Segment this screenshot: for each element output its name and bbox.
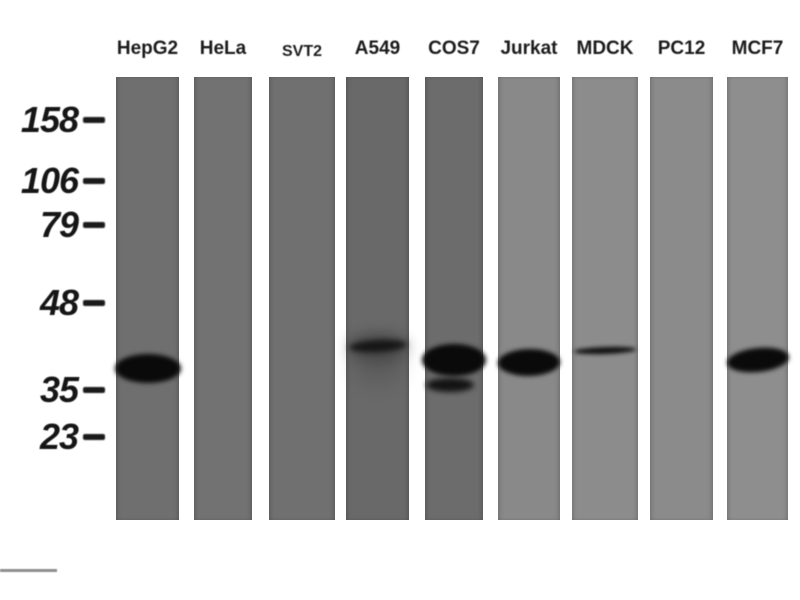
lane-label-pc12: PC12	[657, 38, 706, 59]
cropped-adjacent-panel-edge	[0, 569, 57, 572]
lane-label-cos7: COS7	[428, 38, 480, 59]
lane-cos7	[422, 77, 486, 520]
mw-marker-tick	[83, 300, 105, 306]
band-hepg2	[114, 353, 181, 383]
lane-label-hela: HeLa	[199, 38, 247, 59]
lane-label-hepg2: HepG2	[116, 38, 179, 59]
mw-marker-value: 48	[39, 282, 79, 323]
lane-label-a549: A549	[354, 38, 401, 59]
mw-marker-value: 158	[20, 99, 79, 140]
mw-marker-tick	[83, 222, 105, 228]
mw-marker-tick	[83, 387, 105, 393]
band-mcf7	[725, 344, 790, 376]
band-cos7	[422, 344, 486, 376]
band-a549-2	[346, 333, 409, 361]
band-a549-3	[350, 345, 405, 385]
lane-label-jurkat: Jurkat	[500, 38, 558, 59]
lane-mcf7	[725, 77, 790, 520]
band-jurkat	[497, 347, 561, 377]
lane-label-svt2: SVT2	[281, 43, 322, 60]
mw-marker-value: 35	[39, 369, 79, 410]
band-mdck	[573, 345, 637, 355]
lane-hepg2	[114, 77, 181, 520]
band-cos7-2	[426, 378, 474, 392]
lane-pc12	[650, 77, 713, 520]
mw-marker-value: 106	[20, 160, 79, 201]
lane-hela	[194, 77, 252, 520]
lane-jurkat	[497, 77, 561, 520]
lane-mdck	[572, 77, 638, 520]
mw-marker-tick	[83, 178, 105, 184]
mw-marker-tick	[83, 117, 105, 123]
mw-marker-value: 23	[39, 416, 79, 457]
mw-marker-tick	[83, 434, 105, 440]
mw-marker-value: 79	[39, 204, 79, 245]
lane-a549	[346, 77, 409, 520]
lane-label-mcf7: MCF7	[731, 38, 784, 59]
lane-label-mdck: MDCK	[576, 38, 634, 59]
lane-svt2	[269, 77, 335, 520]
